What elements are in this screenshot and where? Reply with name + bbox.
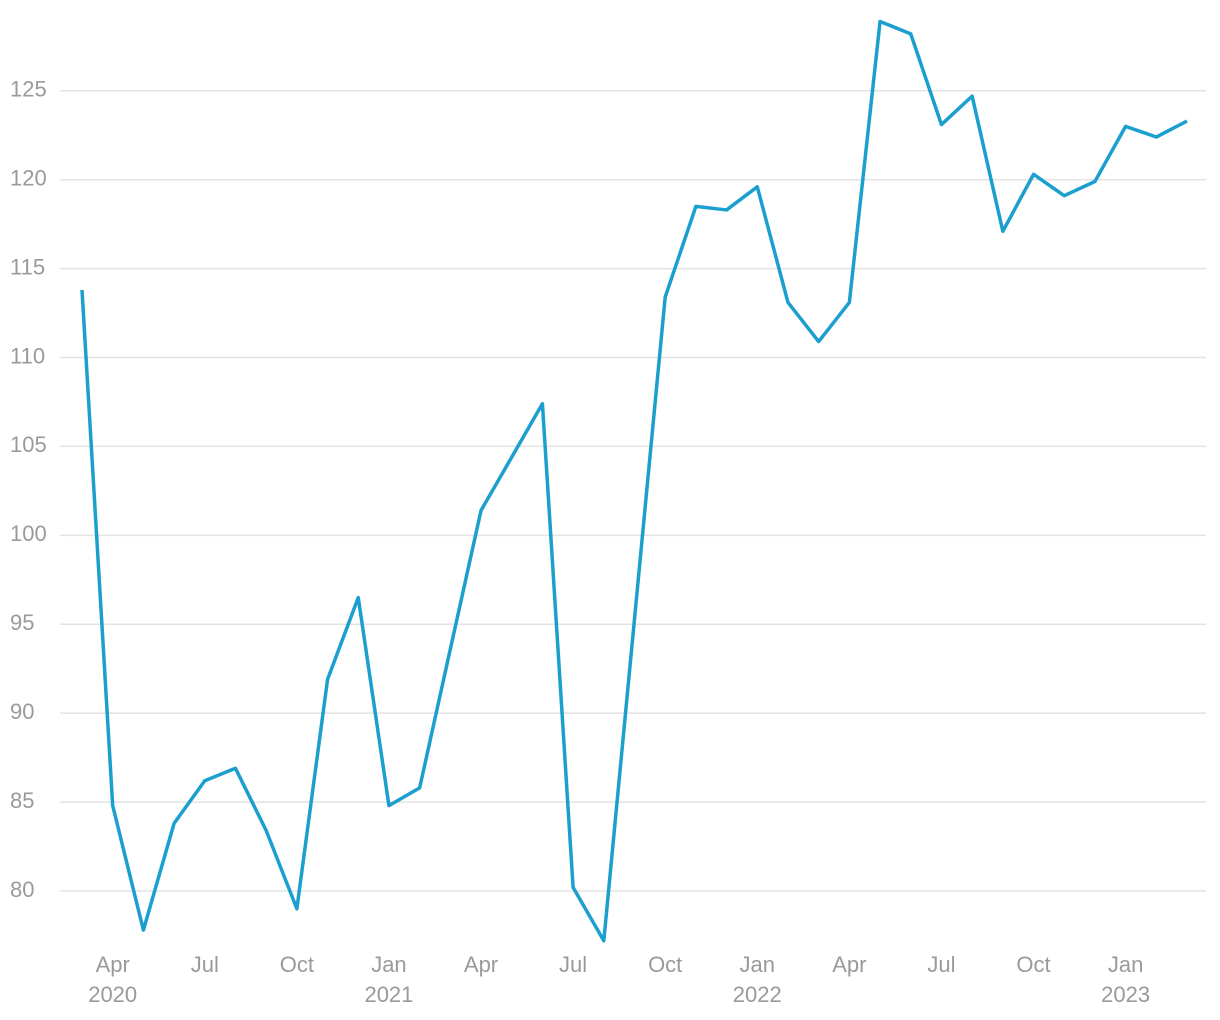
x-tick-label: Jul xyxy=(927,952,955,977)
x-tick-label: Oct xyxy=(280,952,314,977)
x-tick-label: Jan xyxy=(371,952,406,977)
y-tick-label: 100 xyxy=(10,521,47,546)
x-year-label: 2022 xyxy=(733,982,782,1007)
x-tick-label: Jul xyxy=(191,952,219,977)
x-tick-label: Apr xyxy=(832,952,866,977)
x-tick-label: Oct xyxy=(648,952,682,977)
x-year-label: 2023 xyxy=(1101,982,1150,1007)
y-tick-label: 125 xyxy=(10,77,47,102)
x-tick-label: Jan xyxy=(1108,952,1143,977)
y-tick-label: 120 xyxy=(10,166,47,191)
data-line xyxy=(80,19,1188,943)
x-year-label: 2021 xyxy=(364,982,413,1007)
y-tick-label: 115 xyxy=(10,254,45,279)
x-year-label: 2020 xyxy=(88,982,137,1007)
x-tick-label: Apr xyxy=(96,952,130,977)
y-tick-label: 80 xyxy=(10,877,34,902)
y-tick-label: 110 xyxy=(10,343,45,368)
x-tick-label: Apr xyxy=(464,952,498,977)
x-tick-label: Oct xyxy=(1016,952,1050,977)
x-tick-label: Jan xyxy=(740,952,775,977)
x-tick-label: Jul xyxy=(559,952,587,977)
y-tick-label: 85 xyxy=(10,788,34,813)
y-tick-label: 90 xyxy=(10,699,34,724)
y-tick-label: 95 xyxy=(10,610,34,635)
y-tick-label: 105 xyxy=(10,432,47,457)
